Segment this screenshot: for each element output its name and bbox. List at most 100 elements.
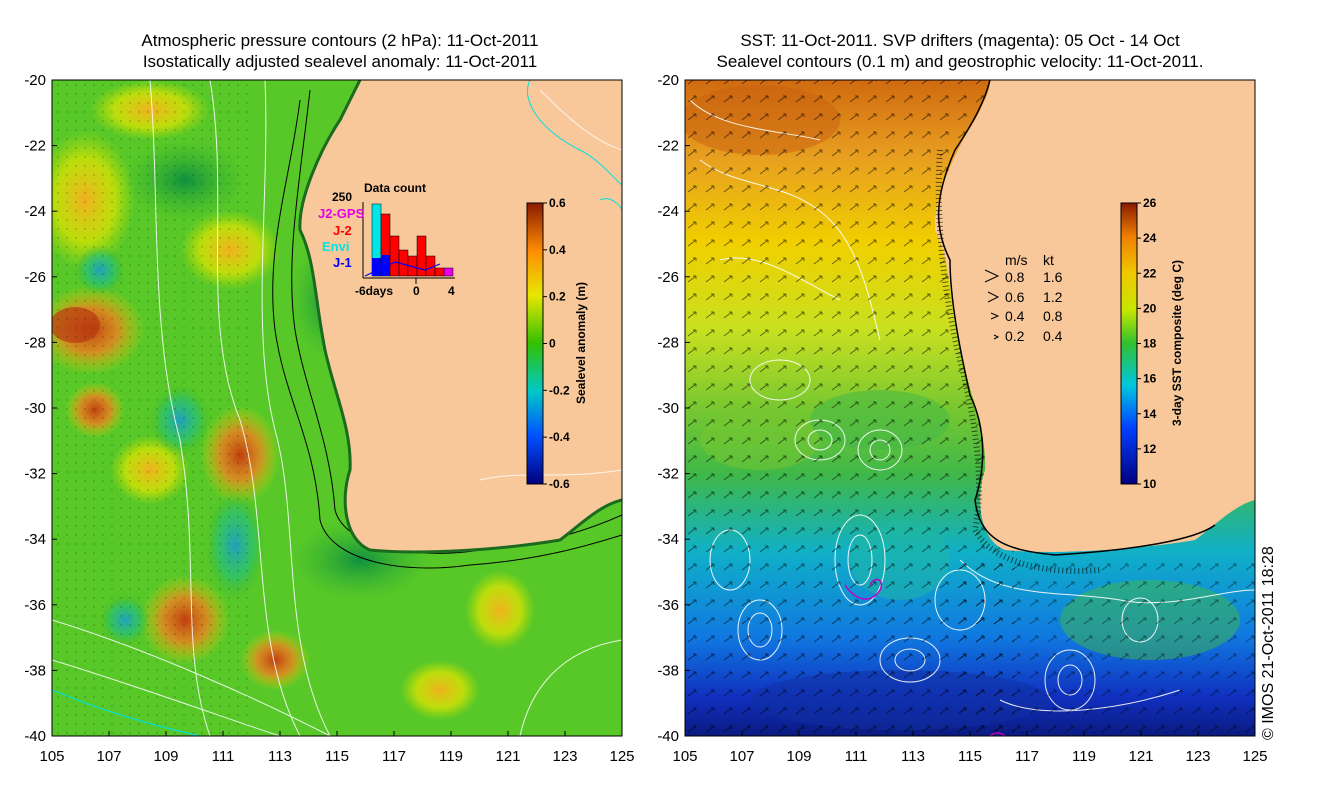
left-colorbar-ticks: 0.6 0.4 0.2 0 -0.2 -0.4 -0.6 xyxy=(543,196,570,491)
left-map-title: Atmospheric pressure contours (2 hPa): 1… xyxy=(40,30,640,72)
right-colorbar-tick: 10 xyxy=(1143,477,1157,491)
left-lon-tick: 115 xyxy=(325,748,349,765)
left-lat-tick: -38 xyxy=(24,662,46,679)
right-colorbar-ticks: 26 24 22 20 18 16 14 12 10 xyxy=(1137,196,1157,491)
velocity-legend-kt-1: 1.2 xyxy=(1043,289,1063,305)
right-colorbar-tick: 26 xyxy=(1143,196,1157,210)
right-map-title: SST: 11-Oct-2011. SVP drifters (magenta)… xyxy=(660,30,1260,72)
mission-label-j2: J-2 xyxy=(333,223,352,238)
right-map xyxy=(685,80,1255,736)
data-count-xlabel-zero: 0 xyxy=(413,284,420,298)
right-lat-tick: -32 xyxy=(657,466,679,483)
pressure-dots xyxy=(52,80,252,736)
right-land-mass xyxy=(934,80,1255,552)
left-colorbar-tick: 0.2 xyxy=(549,290,566,304)
right-lon-tick: 107 xyxy=(729,748,754,765)
data-count-title: Data count xyxy=(364,181,426,195)
left-map xyxy=(52,80,622,736)
right-title-line2: Sealevel contours (0.1 m) and geostrophi… xyxy=(716,52,1204,71)
left-lat-tick: -22 xyxy=(24,138,46,155)
data-count-xlabel-right: 4 xyxy=(448,284,455,298)
right-colorbar-tick: 22 xyxy=(1143,266,1157,280)
right-lat-tick: -20 xyxy=(657,72,679,89)
right-lat-tick: -22 xyxy=(657,138,679,155)
left-lon-tick: 119 xyxy=(439,748,463,765)
data-count-xlabel-left: -6days xyxy=(355,284,393,298)
left-lat-tick: -36 xyxy=(24,597,46,614)
left-lon-tick: 109 xyxy=(153,748,178,765)
left-colorbar-tick: 0 xyxy=(549,337,556,351)
velocity-legend-header-kt: kt xyxy=(1043,252,1054,268)
right-title-line1: SST: 11-Oct-2011. SVP drifters (magenta)… xyxy=(740,31,1180,50)
imos-credit: © IMOS 21-Oct-2011 18:28 xyxy=(1260,546,1277,740)
right-colorbar-tick: 14 xyxy=(1143,407,1157,421)
right-colorbar-tick: 18 xyxy=(1143,337,1157,351)
geostrophic-velocity-arrows-south xyxy=(960,560,1255,736)
left-colorbar-label: Sealevel anomaly (m) xyxy=(574,282,588,404)
right-lat-tick: -36 xyxy=(657,597,679,614)
velocity-legend-ms-0: 0.8 xyxy=(1005,269,1025,285)
left-lat-tick: -32 xyxy=(24,466,46,483)
right-lat-tick: -24 xyxy=(657,203,679,220)
left-colorbar-tick: -0.2 xyxy=(549,383,570,397)
right-lat-tick: -30 xyxy=(657,400,679,417)
left-lat-tick: -30 xyxy=(24,400,46,417)
left-lon-tick: 123 xyxy=(552,748,577,765)
right-colorbar-tick: 16 xyxy=(1143,372,1157,386)
right-lon-tick: 111 xyxy=(845,748,868,765)
data-count-ymax: 250 xyxy=(332,190,352,204)
right-lat-tick: -34 xyxy=(657,531,679,548)
right-lon-tick: 117 xyxy=(1015,748,1039,765)
left-lat-tick: -40 xyxy=(24,728,46,745)
velocity-legend-arrows xyxy=(984,269,1000,340)
velocity-legend-ms-2: 0.4 xyxy=(1005,308,1025,324)
left-lon-tick: 117 xyxy=(382,748,406,765)
pressure-contours xyxy=(52,80,622,736)
sst-colorbar-scale xyxy=(1120,202,1138,485)
velocity-legend-kt-2: 0.8 xyxy=(1043,308,1063,324)
right-lat-tick: -38 xyxy=(657,662,679,679)
left-colorbar-tick: 0.4 xyxy=(549,243,566,257)
left-lat-tick: -34 xyxy=(24,531,46,548)
svp-drifter-track xyxy=(844,578,882,600)
velocity-legend-kt-0: 1.6 xyxy=(1043,269,1063,285)
right-lon-tick: 115 xyxy=(958,748,982,765)
right-colorbar-tick: 12 xyxy=(1143,442,1157,456)
right-lon-tick: 121 xyxy=(1128,748,1153,765)
right-lon-tick: 125 xyxy=(1242,748,1267,765)
left-lat-tick: -26 xyxy=(24,269,46,286)
left-lat-tick: -28 xyxy=(24,334,46,351)
right-lat-tick: -40 xyxy=(657,728,679,745)
right-lat-tick: -28 xyxy=(657,334,679,351)
data-count-inset: Data count 250 J2-GPS J-2 Envi J-1 -6day… xyxy=(318,181,455,298)
left-lon-tick: 105 xyxy=(39,748,64,765)
right-colorbar-label: 3-day SST composite (deg C) xyxy=(1170,260,1184,426)
right-lon-tick: 113 xyxy=(901,748,925,765)
left-colorbar-tick: -0.4 xyxy=(549,430,570,444)
left-lon-tick: 125 xyxy=(609,748,634,765)
velocity-legend-header-ms: m/s xyxy=(1005,252,1028,268)
left-colorbar: 0.6 0.4 0.2 0 -0.2 -0.4 -0.6 Sealevel anomaly … xyxy=(526,196,588,491)
velocity-legend-ms-1: 0.6 xyxy=(1005,289,1025,305)
mission-label-envi: Envi xyxy=(322,239,349,254)
left-lon-tick: 121 xyxy=(495,748,520,765)
right-colorbar-tick: 24 xyxy=(1143,231,1157,245)
left-colorbar-tick: -0.6 xyxy=(549,477,570,491)
right-lon-tick: 105 xyxy=(672,748,697,765)
left-title-line1: Atmospheric pressure contours (2 hPa): 1… xyxy=(141,31,539,50)
left-lat-tick: -24 xyxy=(24,203,46,220)
left-lon-tick: 113 xyxy=(268,748,292,765)
velocity-legend: m/s kt 0.8 1.6 0.6 1.2 0.4 0.8 0.2 0.4 xyxy=(984,252,1063,344)
left-lon-tick: 111 xyxy=(212,748,235,765)
velocity-legend-ms-3: 0.2 xyxy=(1005,328,1025,344)
data-count-bars xyxy=(362,202,455,284)
left-title-line2: Isostatically adjusted sealevel anomaly:… xyxy=(142,52,538,71)
mission-label-j2gps: J2-GPS xyxy=(318,206,365,221)
right-lon-tick: 109 xyxy=(786,748,811,765)
axis-ticks: -20 -22 -24 -26 -28 -30 -32 -34 -36 -38 -40 105 107 1… xyxy=(24,72,1267,765)
left-lat-tick: -20 xyxy=(24,72,46,89)
left-colorbar-tick: 0.6 xyxy=(549,196,566,210)
mission-label-j1: J-1 xyxy=(333,255,352,270)
right-lon-tick: 123 xyxy=(1185,748,1210,765)
